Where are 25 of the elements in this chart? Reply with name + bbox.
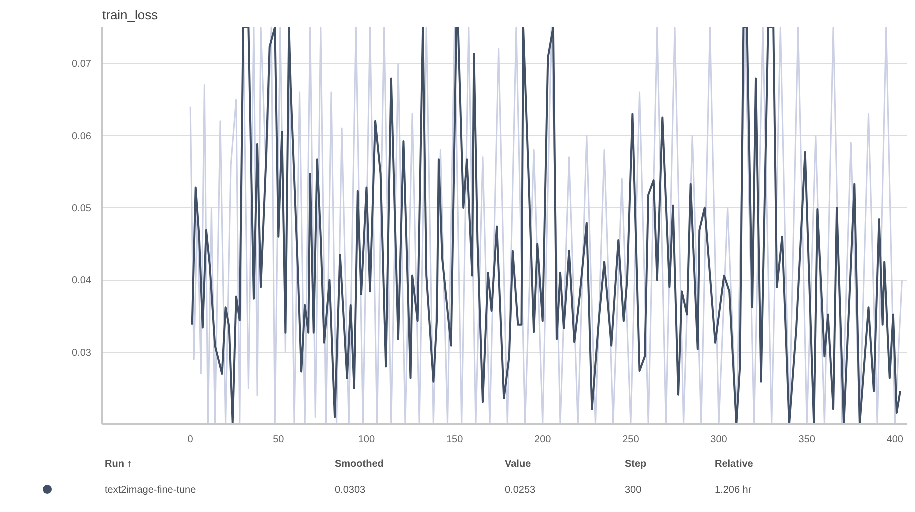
text: Step [625, 458, 647, 472]
text: 300 [625, 484, 642, 498]
x-tick-label: 250 [622, 434, 640, 446]
x-tick-label: 100 [358, 434, 376, 446]
x-tick-label: 150 [446, 434, 464, 446]
x-tick-label: 400 [886, 434, 904, 446]
text: text2image-fine-tune [105, 484, 196, 498]
y-tick-label: 0.07 [72, 59, 92, 70]
text: Run ↑ [105, 458, 132, 472]
x-tick-label: 50 [273, 434, 285, 446]
text: Value [505, 458, 532, 472]
y-tick-label: 0.05 [72, 203, 92, 214]
y-tick-label: 0.04 [72, 276, 92, 287]
text: 1.206 hr [715, 484, 752, 498]
chart-title: train_loss [102, 8, 159, 22]
x-tick-label: 200 [534, 434, 552, 446]
x-tick-label: 300 [710, 434, 728, 446]
x-tick-label: 0 [188, 434, 194, 446]
text: 0.0253 [505, 484, 536, 498]
text: 0.0303 [335, 484, 366, 498]
y-tick-label: 0.03 [72, 348, 92, 359]
x-tick-label: 350 [798, 434, 816, 446]
text: Smoothed [335, 458, 384, 472]
text: Relative [715, 458, 754, 472]
y-tick-label: 0.06 [72, 131, 92, 142]
